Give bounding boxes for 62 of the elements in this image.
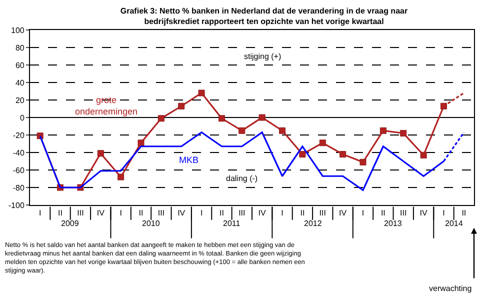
point	[360, 158, 366, 166]
point	[118, 174, 124, 180]
text: 2013	[384, 219, 402, 228]
point	[218, 115, 225, 122]
annotation: daling (-)	[226, 174, 258, 183]
x-tick-label: IV	[420, 208, 428, 218]
x-tick-label: I	[200, 208, 203, 218]
point	[400, 130, 407, 136]
y-tick-label: -20	[12, 130, 25, 140]
point	[158, 115, 164, 122]
chart-title: Grafiek 3: Netto % banken in Nederland dat de verandering in de vraag naar bedrijfskrediet rapporteert ten opzichte van het vorige kwartaal	[120, 6, 408, 26]
x-tick-label: III	[319, 208, 326, 218]
y-tick-label: -100	[8, 200, 25, 210]
x-tick-label: I	[442, 208, 445, 218]
text: 2011	[223, 219, 241, 228]
y-tick-label: 20	[15, 96, 25, 105]
x-tick-label: II	[220, 208, 224, 218]
point	[258, 114, 266, 121]
x-tick-label: IV	[178, 208, 186, 218]
point	[138, 140, 144, 146]
point	[340, 151, 346, 158]
x-tick-label: III	[238, 208, 246, 218]
y-tick-label: -60	[12, 166, 25, 175]
point	[178, 102, 185, 110]
point	[97, 150, 104, 157]
x-tick-label: II	[380, 208, 386, 218]
point	[319, 140, 326, 146]
y-tick-label: 100	[11, 26, 25, 35]
x-tick-label: III	[77, 208, 84, 218]
y-tick-label: 40	[15, 78, 25, 88]
x-tick-label: IV	[96, 208, 106, 218]
y-tick-label: 60	[15, 60, 25, 70]
x-tick-label: IV	[339, 208, 348, 218]
text: 2014	[445, 219, 464, 228]
x-tick-label: IV	[258, 208, 267, 218]
y-tick-label: 80	[15, 43, 25, 52]
text: 2012	[304, 219, 322, 228]
text: grote ondernemingen	[75, 95, 138, 117]
point	[279, 127, 286, 134]
annotation: stijging (+)	[244, 52, 282, 61]
x-tick-label: II	[58, 208, 62, 218]
x-tick-label: III	[158, 208, 165, 218]
y-tick-label: -80	[12, 183, 25, 192]
x-tick-label: I	[120, 208, 122, 218]
point	[198, 90, 205, 96]
text: 2010	[142, 219, 160, 228]
y-tick-label: 0	[20, 113, 25, 122]
point	[380, 127, 386, 134]
x-tick-label: II	[138, 208, 144, 218]
series-label: MKB	[179, 155, 199, 165]
x-tick-label: II	[462, 208, 466, 218]
text: 2009	[61, 219, 80, 228]
point	[299, 151, 306, 158]
x-tick-label: I	[38, 208, 42, 218]
x-tick-label: III	[400, 208, 407, 218]
point	[420, 152, 427, 158]
y-tick-label: -40	[12, 148, 25, 158]
text: verwachting	[429, 284, 472, 293]
x-tick-label: II	[300, 208, 305, 218]
x-tick-label: I	[362, 208, 364, 218]
point	[238, 127, 246, 134]
x-tick-label: I	[281, 208, 284, 218]
